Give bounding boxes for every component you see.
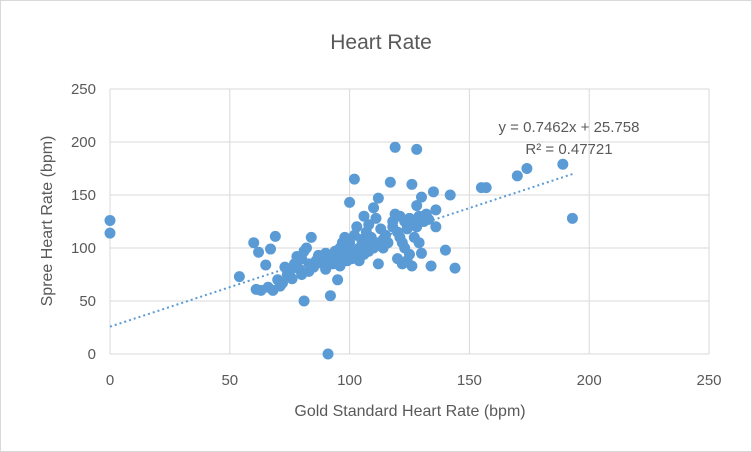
data-point [277,277,289,289]
data-point [415,191,427,203]
y-tick-label: 100 [71,240,96,257]
y-tick-label: 250 [71,81,96,98]
data-point [423,213,435,225]
data-point [324,290,336,302]
data-point [425,260,437,272]
data-point [104,214,116,226]
y-tick-label: 0 [88,346,96,363]
data-point [430,204,442,216]
data-point [269,230,281,242]
data-point [444,189,456,201]
x-tick-label: 0 [106,372,114,389]
data-point [305,231,317,243]
x-tick-label: 200 [577,372,602,389]
data-point [300,242,312,254]
data-point [384,176,396,188]
tick-labels: 0 50 100 150 200 250 0 50 100 150 200 250 [71,81,722,389]
data-point [521,163,533,174]
data-point [368,202,380,214]
data-point [382,237,394,249]
data-point [358,210,370,222]
data-point [322,348,334,360]
data-point [265,243,277,255]
chart-title: Heart Rate [330,31,432,54]
data-point [248,237,260,249]
data-point [413,237,425,249]
data-point [406,260,418,272]
data-point [406,178,418,190]
x-axis-label: Gold Standard Heart Rate (bpm) [294,403,525,420]
data-point [401,223,413,235]
data-point [351,221,363,233]
y-tick-label: 50 [79,293,96,310]
data-point [415,247,427,259]
data-point [404,248,415,260]
data-point [370,212,382,224]
data-point [260,259,272,271]
trendline-r-squared: R² = 0.47721 [525,141,612,158]
data-point [363,219,375,231]
data-points [104,141,578,360]
trendline-layer [109,173,573,328]
data-point [298,295,310,307]
data-point [480,182,492,194]
x-tick-label: 100 [337,372,362,389]
data-point [348,173,360,185]
x-tick-label: 50 [221,372,238,389]
data-point [286,273,298,285]
trendline-equation: y = 0.7462x + 25.758 [499,119,640,136]
data-point [430,221,442,233]
gridlines [109,88,710,355]
data-point [104,227,116,239]
data-point [449,262,461,274]
y-tick-label: 200 [71,134,96,151]
data-point [411,200,423,212]
data-point [389,141,401,153]
data-point [253,246,265,258]
data-point [557,158,569,170]
data-point [332,274,344,286]
data-point [411,143,423,155]
data-point [233,271,245,283]
x-tick-label: 150 [457,372,482,389]
trendline [109,173,573,328]
y-tick-label: 150 [71,187,96,204]
data-point [372,192,384,204]
data-point [372,258,384,270]
x-tick-label: 250 [696,372,721,389]
data-point [344,196,356,208]
data-point [439,244,451,256]
data-point [511,170,523,182]
data-point [566,212,578,224]
data-point [427,186,439,198]
y-axis-label: Spree Heart Rate (bpm) [39,136,56,307]
